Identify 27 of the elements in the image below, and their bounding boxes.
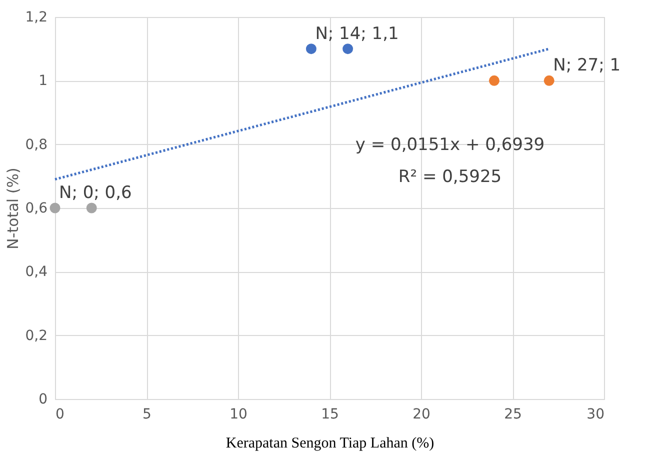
annotation: N; 14; 1,1 bbox=[315, 24, 399, 44]
annotation: N; 27; 1 bbox=[553, 56, 621, 76]
y-tick-label: 0 bbox=[38, 392, 48, 408]
y-tick-label: 0,6 bbox=[25, 200, 48, 216]
annotation: y = 0,0151x + 0,6939 bbox=[355, 135, 545, 155]
x-tick-label: 15 bbox=[321, 406, 339, 422]
point bbox=[544, 75, 554, 86]
x-tick-label: 0 bbox=[56, 406, 64, 422]
y-tick-label: 0,4 bbox=[25, 264, 48, 280]
point bbox=[50, 202, 60, 214]
x-tick-label: 10 bbox=[230, 406, 248, 422]
y-axis-title: N-total (%) bbox=[4, 168, 22, 250]
point bbox=[342, 44, 354, 54]
y-tick-label: 1 bbox=[38, 73, 48, 90]
x-axis-title: Kerapatan Sengon Tiap Lahan (%) bbox=[226, 436, 434, 452]
y-tick-label: 1,2 bbox=[25, 10, 48, 26]
x-tick-label: 5 bbox=[142, 406, 152, 422]
y-tick-label: 0,2 bbox=[25, 328, 48, 344]
point bbox=[488, 75, 500, 86]
annotation: R² = 0,5925 bbox=[398, 167, 502, 187]
annotation: N; 0; 0,6 bbox=[59, 183, 132, 203]
point bbox=[306, 44, 316, 54]
x-tick-label: 30 bbox=[586, 406, 604, 422]
x-tick-label: 20 bbox=[412, 406, 430, 422]
x-tick-label: 25 bbox=[504, 406, 522, 422]
y-tick-label: 0,8 bbox=[25, 136, 48, 153]
point bbox=[86, 202, 97, 214]
